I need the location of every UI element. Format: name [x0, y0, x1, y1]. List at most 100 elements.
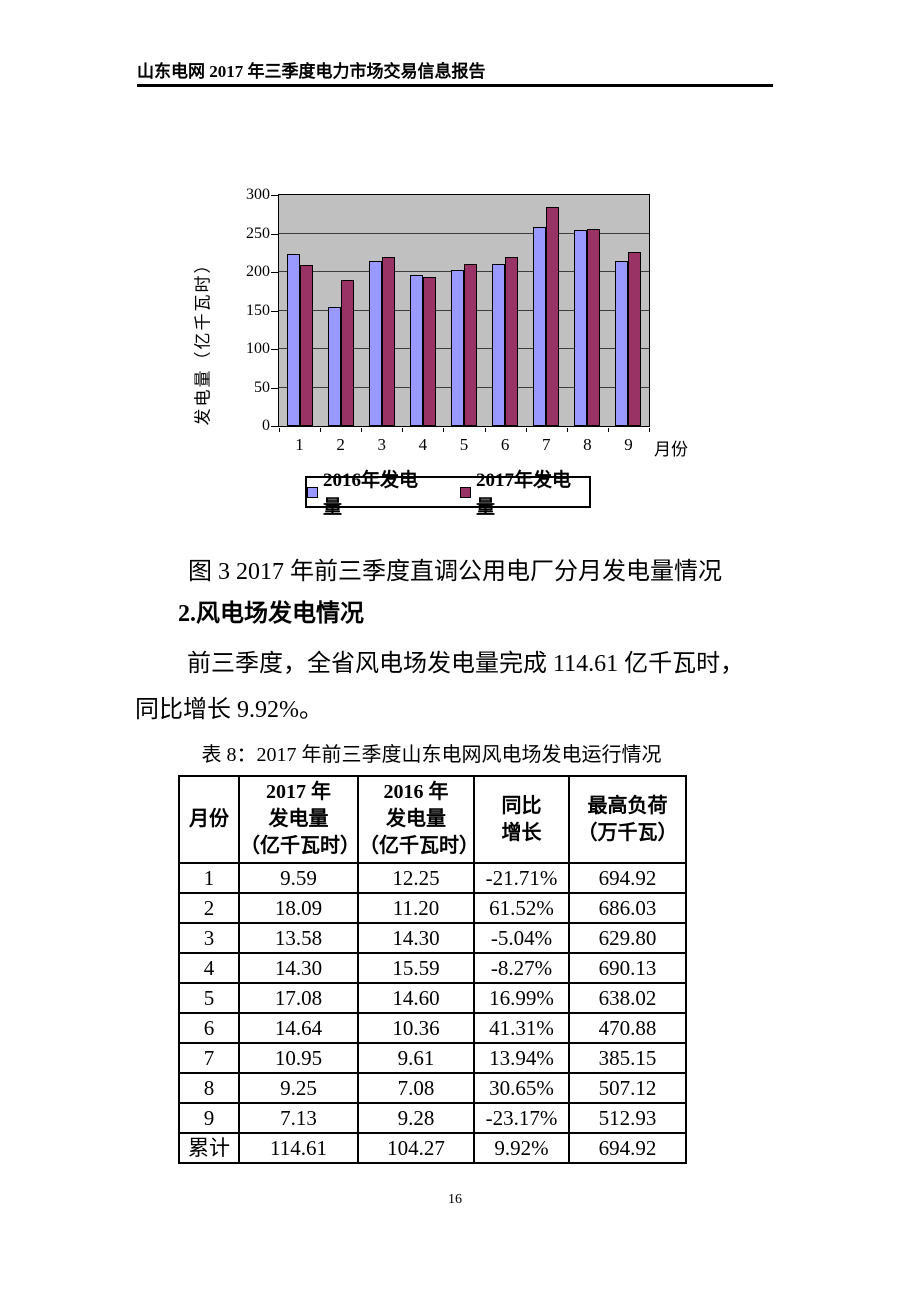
y-tick-label-250: 250 [246, 224, 270, 242]
monthly-generation-chart: 发电量（亿千瓦时） 月份 2016年发电量 2017年发电量 0 50 100 150… [0, 0, 912, 520]
bar-2017-month-5 [464, 264, 477, 426]
x-tick-mark-9 [649, 428, 650, 432]
legend-label-2017: 2017年发电量 [476, 470, 572, 518]
legend-label-2016: 2016年发电量 [323, 470, 419, 518]
table-cell-col-3: 16.99% [473, 982, 570, 1014]
chart-legend: 2016年发电量 2017年发电量 [305, 470, 591, 518]
y-tick-mark-300 [271, 195, 278, 196]
table-cell-col-1: 9.25 [238, 1072, 359, 1104]
x-tick-label-6: 6 [500, 435, 510, 454]
bar-2017-month-1 [299, 265, 313, 426]
x-tick-mark-5 [484, 428, 486, 432]
table-header-cell-0: 月份 [178, 775, 240, 864]
table-cell-col-3: -5.04% [473, 922, 570, 954]
x-tick-label-2: 2 [336, 435, 345, 454]
table-cell-col-4: 638.02 [568, 982, 687, 1014]
table-row-2: 2 18.09 11.20 61.52% 686.03 [178, 892, 687, 924]
table-cell-col-4: 629.80 [568, 922, 687, 954]
table-row-1: 1 9.59 12.25 -21.71% 694.92 [178, 862, 687, 894]
table-cell-col-2: 14.30 [357, 922, 475, 954]
table-row-5: 5 17.08 14.60 16.99% 638.02 [178, 982, 687, 1014]
table-cell-col-2: 9.61 [357, 1042, 475, 1074]
bar-2016-month-7 [533, 226, 547, 426]
table-row-4: 4 14.30 15.59 -8.27% 690.13 [178, 952, 687, 984]
table-cell-col-0: 4 [178, 952, 240, 984]
bar-2016-month-8 [574, 230, 588, 426]
table-cell-col-2: 15.59 [357, 952, 475, 984]
x-tick-mark-6 [525, 428, 527, 432]
table-cell-col-3: 9.92% [473, 1132, 570, 1164]
table-cell-col-2: 11.20 [357, 892, 475, 924]
header-rule [137, 84, 773, 87]
legend-swatch-2016 [307, 486, 318, 498]
table-cell-col-2: 104.27 [357, 1132, 475, 1164]
bar-2016-month-2 [327, 306, 341, 426]
table-cell-col-0: 5 [178, 982, 240, 1014]
legend-item-2017: 2017年发电量 [460, 465, 589, 519]
legend-item-2016: 2016年发电量 [307, 465, 436, 519]
table-cell-col-1: 13.58 [238, 922, 359, 954]
table-cell-col-0: 1 [178, 862, 240, 894]
x-tick-label-5: 5 [459, 435, 469, 454]
y-tick-label-150: 150 [246, 301, 270, 319]
table-cell-col-4: 686.03 [568, 892, 687, 924]
bar-2017-month-9 [628, 251, 642, 426]
table-cell-col-1: 10.95 [238, 1042, 359, 1074]
table-row-累计: 累计 114.61 104.27 9.92% 694.92 [178, 1132, 687, 1164]
table-header-cell-4: 最高负荷 （万千瓦） [568, 775, 687, 864]
plot-area [278, 194, 650, 427]
x-tick-label-7: 7 [541, 435, 551, 454]
table-cell-col-0: 6 [178, 1012, 240, 1044]
paragraph-line-1: 前三季度，全省风电场发电量完成 114.61 亿千瓦时， [187, 651, 745, 677]
table-head: 月份 2017 年 发电量 （亿千瓦时） 2016 年 发电量 （亿千瓦时） 同比 增… [178, 775, 687, 864]
table-cell-col-1: 7.13 [238, 1102, 359, 1134]
table-caption: 表 8：2017 年前三季度山东电网风电场发电运行情况 [201, 744, 662, 766]
bar-2016-month-3 [368, 261, 382, 426]
x-tick-label-4: 4 [418, 435, 428, 454]
x-tick-label-1: 1 [295, 435, 304, 454]
table-cell-col-4: 470.88 [568, 1012, 687, 1044]
table-row-6: 6 14.64 10.36 41.31% 470.88 [178, 1012, 687, 1044]
table-cell-col-4: 690.13 [568, 952, 687, 984]
x-tick-mark-7 [566, 428, 568, 432]
table-cell-col-3: -8.27% [473, 952, 570, 984]
table-header-cell-1: 2017 年 发电量 （亿千瓦时） [238, 775, 359, 864]
table-cell-col-0: 9 [178, 1102, 240, 1134]
bar-2017-month-4 [422, 277, 436, 426]
bar-2017-month-3 [381, 256, 395, 426]
bar-2017-month-6 [505, 256, 519, 426]
table-cell-col-3: -21.71% [473, 862, 570, 894]
x-tick-label-3: 3 [377, 435, 387, 454]
table-cell-col-1: 14.64 [238, 1012, 359, 1044]
bar-2016-month-5 [451, 269, 464, 426]
y-tick-mark-100 [271, 349, 278, 350]
y-tick-label-50: 50 [254, 378, 270, 396]
x-tick-label-9: 9 [624, 435, 633, 454]
bar-2017-month-8 [587, 228, 601, 426]
table-cell-col-1: 9.59 [238, 862, 359, 894]
table-cell-col-2: 12.25 [357, 862, 475, 894]
table-header-cell-2: 2016 年 发电量 （亿千瓦时） [357, 775, 475, 864]
y-tick-mark-0 [271, 426, 278, 427]
page-number: 16 [448, 1192, 462, 1207]
table-cell-col-3: 13.94% [473, 1042, 570, 1074]
gridline-250 [279, 232, 649, 234]
bar-2017-month-7 [546, 207, 560, 426]
y-tick-label-100: 100 [246, 340, 270, 357]
table-cell-col-2: 7.08 [357, 1072, 475, 1104]
table-cell-col-3: 61.52% [473, 892, 570, 924]
table-cell-col-4: 694.92 [568, 862, 687, 894]
table-cell-col-2: 10.36 [357, 1012, 475, 1044]
paragraph-line-2: 同比增长 9.92%。 [135, 697, 323, 723]
x-tick-mark-3 [402, 428, 404, 432]
table-header-row: 月份 2017 年 发电量 （亿千瓦时） 2016 年 发电量 （亿千瓦时） 同比 增… [178, 775, 687, 864]
x-tick-mark-1 [320, 428, 322, 432]
wind-power-table: 月份 2017 年 发电量 （亿千瓦时） 2016 年 发电量 （亿千瓦时） 同比 增… [178, 775, 687, 1164]
bar-2016-month-6 [492, 263, 506, 426]
header-title: 山东电网 2017 年三季度电力市场交易信息报告 [137, 62, 486, 81]
bar-2016-month-1 [286, 253, 300, 426]
table-row-8: 8 9.25 7.08 30.65% 507.12 [178, 1072, 687, 1104]
x-tick-label-8: 8 [583, 435, 592, 454]
table-cell-col-3: -23.17% [473, 1102, 570, 1134]
